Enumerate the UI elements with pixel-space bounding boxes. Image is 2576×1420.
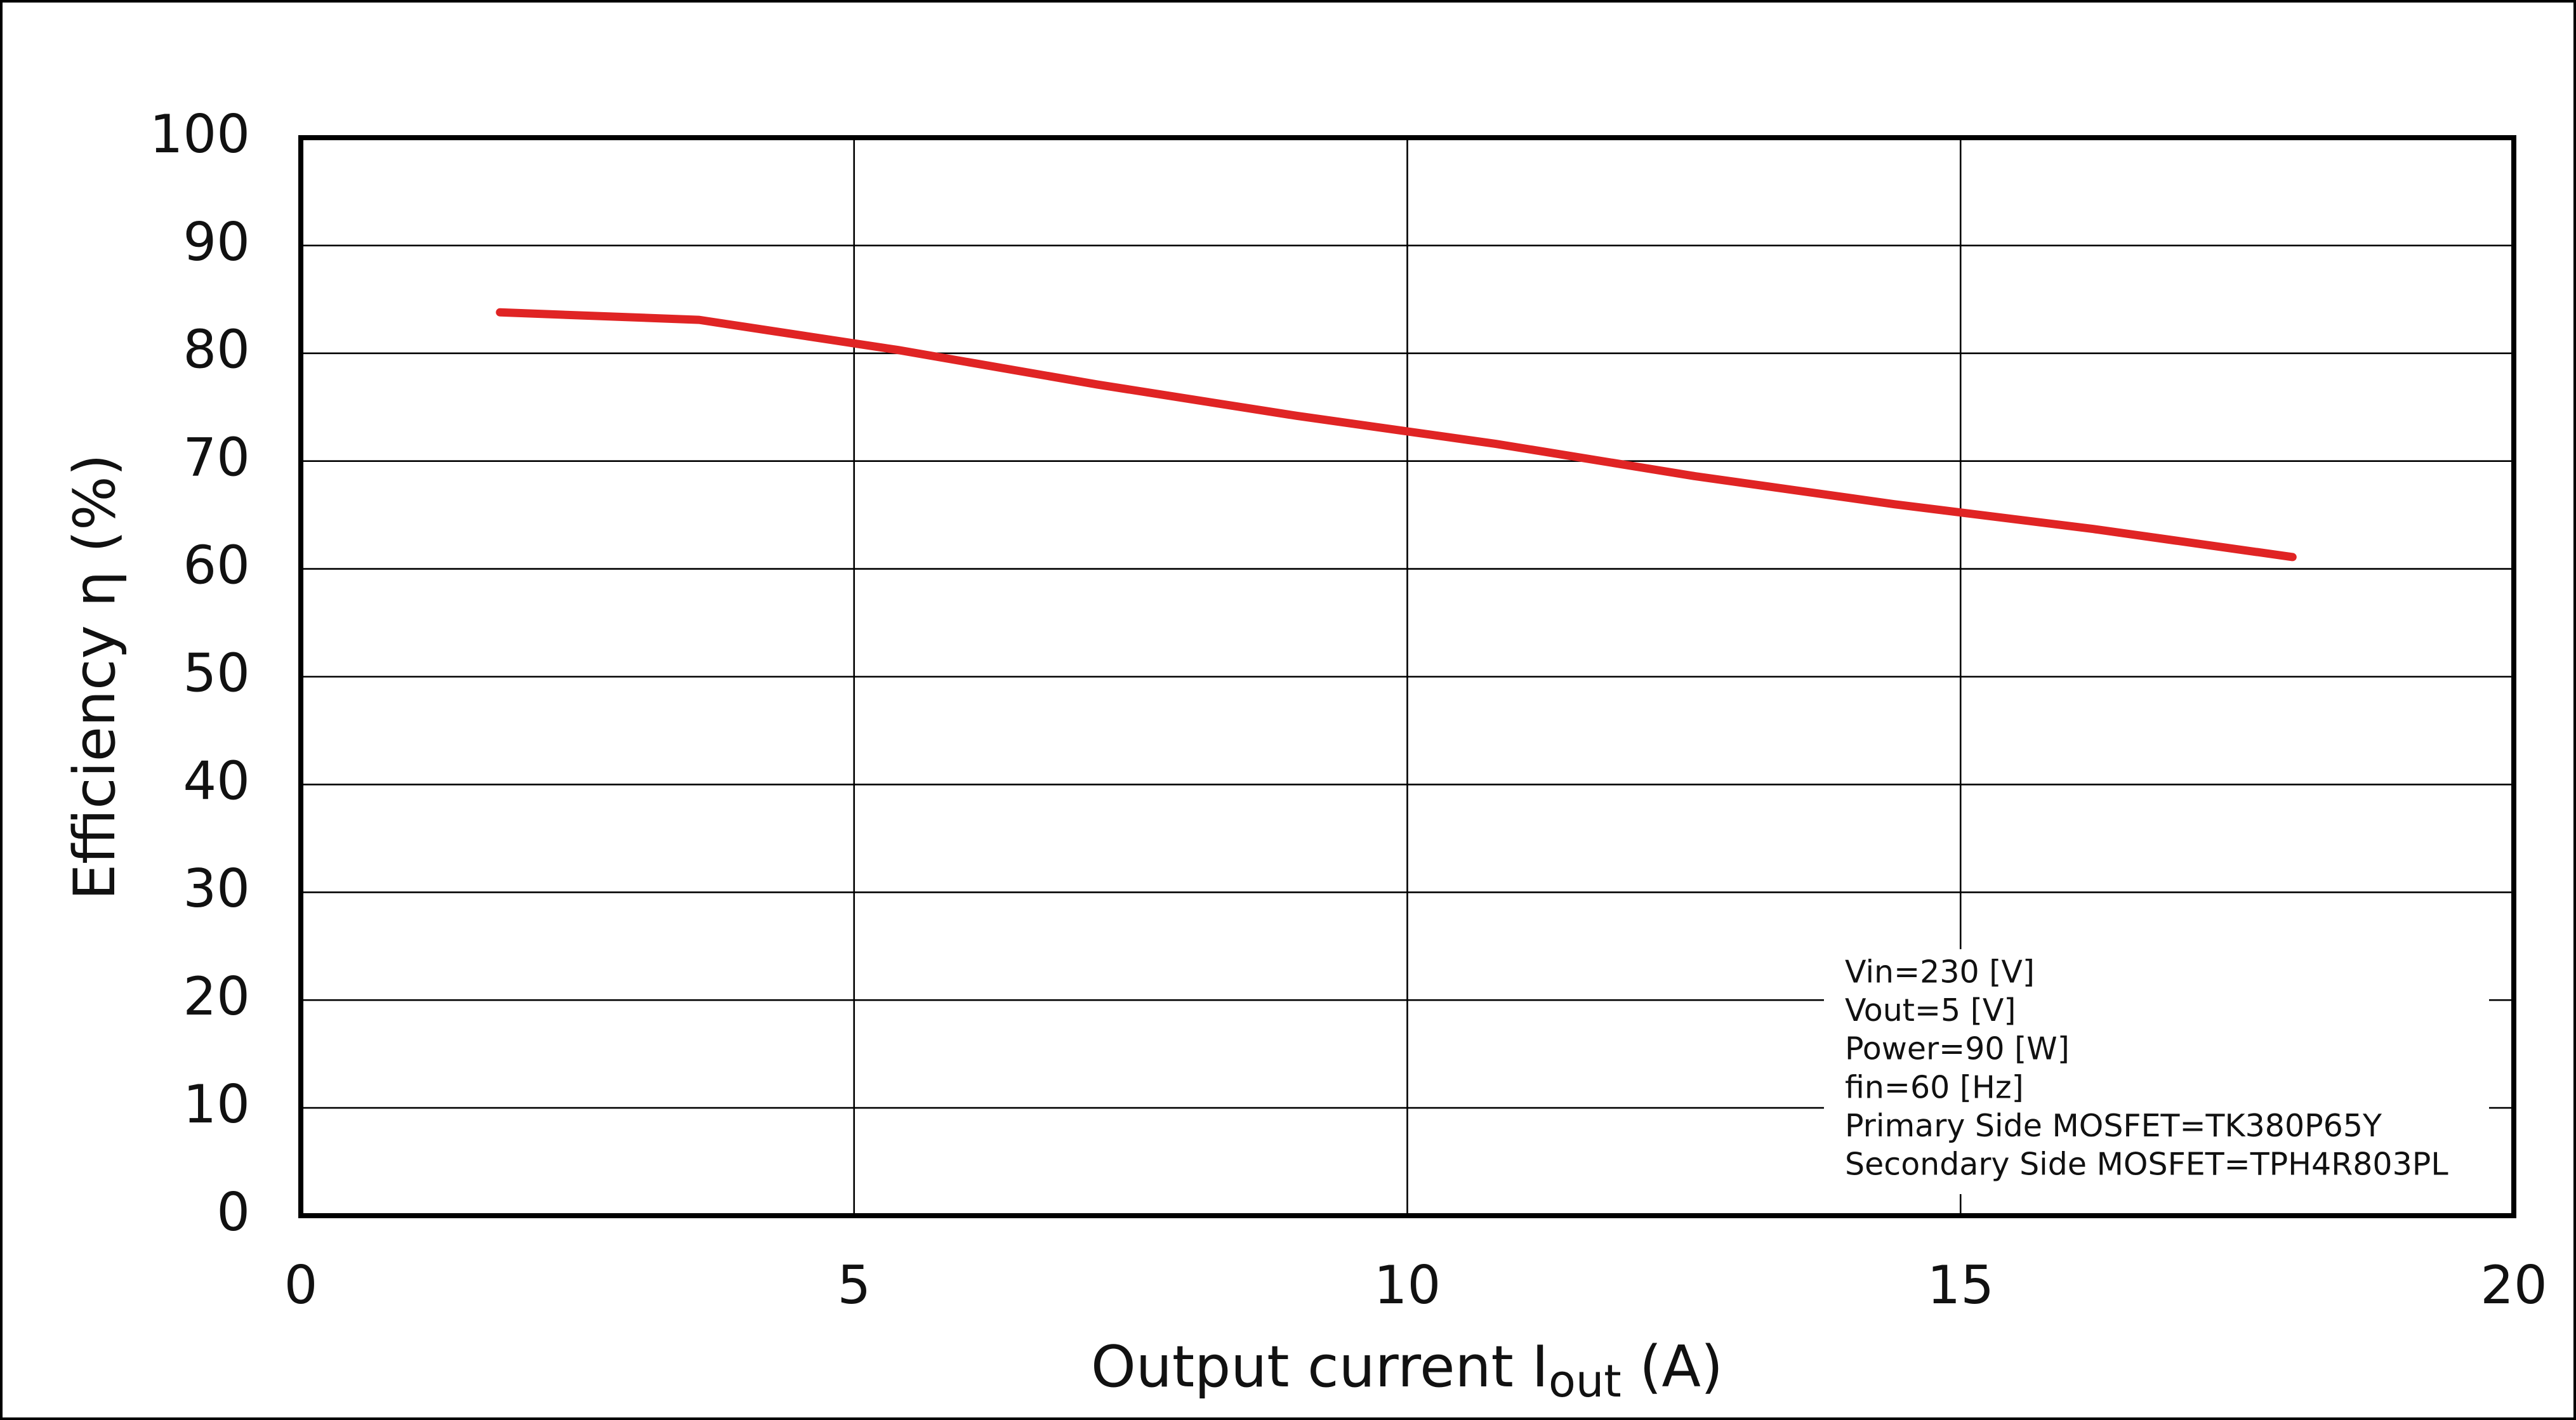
- x-axis-label-main: Output current I: [1091, 1334, 1549, 1400]
- y-axis-label: Efficiency η (%): [62, 454, 128, 900]
- y-tick-label: 70: [183, 427, 250, 489]
- y-tick-label: 10: [183, 1074, 250, 1135]
- data-line: [496, 308, 2297, 562]
- annotation-line: Primary Side MOSFET=TK380P65Y: [1845, 1108, 2382, 1144]
- x-axis-label: Output current Iout (A): [1091, 1334, 1723, 1407]
- y-tick-label: 20: [183, 966, 250, 1027]
- y-tick-label: 80: [183, 319, 250, 381]
- annotation-line: Secondary Side MOSFET=TPH4R803PL: [1845, 1147, 2448, 1183]
- y-tick-label: 40: [183, 750, 250, 812]
- annotation-box: [1824, 949, 2489, 1194]
- y-tick-label: 30: [183, 858, 250, 919]
- x-tick-label: 10: [1374, 1254, 1441, 1316]
- y-tick-label: 0: [216, 1181, 250, 1243]
- y-tick-label: 90: [183, 211, 250, 273]
- y-tick-label: 100: [150, 103, 250, 165]
- x-tick-label: 5: [837, 1254, 871, 1316]
- annotation-line: Power=90 [W]: [1845, 1031, 2070, 1067]
- x-tick-label: 0: [284, 1254, 318, 1316]
- annotation-line: Vout=5 [V]: [1845, 992, 2016, 1029]
- y-tick-label: 50: [183, 642, 250, 704]
- annotation-line: fin=60 [Hz]: [1845, 1069, 2024, 1105]
- y-tick-label: 60: [183, 535, 250, 596]
- plot-border: [298, 135, 2516, 1218]
- x-axis-label-unit: (A): [1622, 1334, 1723, 1400]
- x-tick-label: 15: [1927, 1254, 1994, 1316]
- x-axis-label-sub: out: [1549, 1355, 1622, 1407]
- x-tick-label: 20: [2480, 1254, 2547, 1316]
- annotation-line: Vin=230 [V]: [1845, 954, 2035, 990]
